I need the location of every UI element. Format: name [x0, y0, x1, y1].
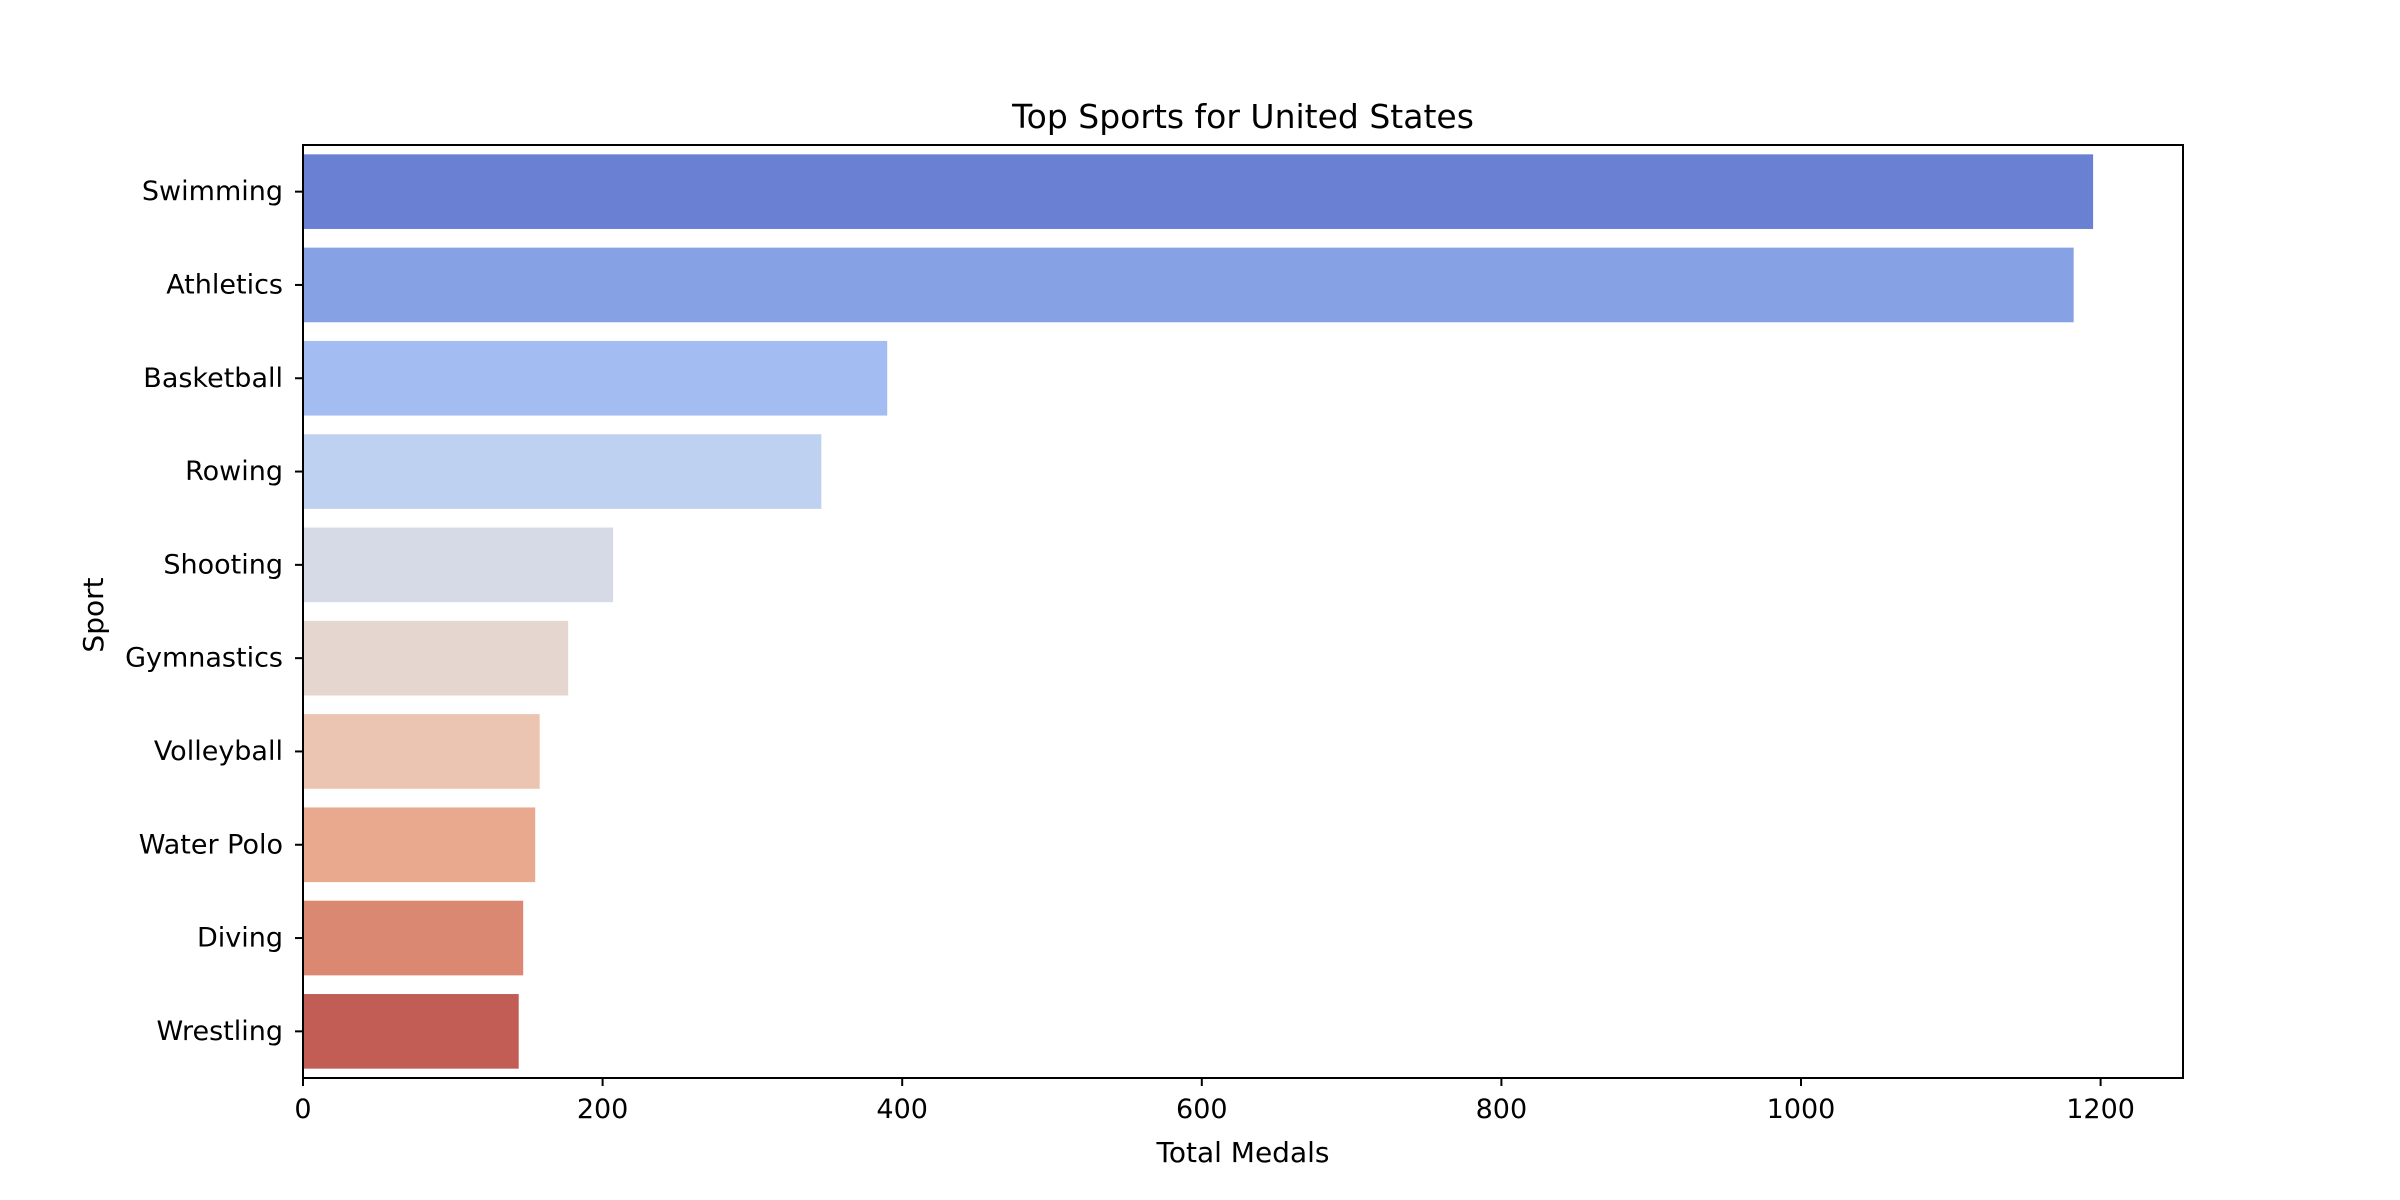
- bar-volleyball: [303, 714, 540, 789]
- bar-diving: [303, 900, 524, 976]
- y-tick-label-athletics: Athletics: [166, 269, 283, 300]
- bar-swimming: [303, 154, 2094, 229]
- x-tick-label-1200: 1200: [2066, 1094, 2135, 1125]
- y-tick-label-shooting: Shooting: [163, 549, 283, 580]
- x-axis-label: Total Medals: [1156, 1136, 1330, 1169]
- x-tick-label-800: 800: [1476, 1094, 1528, 1125]
- y-axis-label: Sport: [77, 577, 110, 652]
- x-tick-label-400: 400: [876, 1094, 928, 1125]
- y-tick-label-water-polo: Water Polo: [139, 829, 283, 860]
- y-axis-ticks: Swimming Athletics Basketball Rowing Shootin…: [125, 176, 303, 1047]
- bar-gymnastics: [303, 620, 569, 696]
- x-tick-label-200: 200: [577, 1094, 629, 1125]
- y-tick-label-wrestling: Wrestling: [156, 1016, 283, 1047]
- y-tick-label-rowing: Rowing: [185, 456, 283, 487]
- bar-water-polo: [303, 807, 536, 883]
- y-tick-label-volleyball: Volleyball: [154, 736, 283, 767]
- bar-basketball: [303, 340, 888, 416]
- bar-shooting: [303, 527, 614, 603]
- chart-title: Top Sports for United States: [1011, 97, 1474, 136]
- plot-frame: [302, 144, 2184, 1079]
- x-tick-label-600: 600: [1176, 1094, 1228, 1125]
- bar-rowing: [303, 434, 822, 509]
- y-tick-label-gymnastics: Gymnastics: [125, 643, 283, 674]
- x-tick-label-0: 0: [294, 1094, 311, 1125]
- y-tick-label-swimming: Swimming: [142, 176, 283, 207]
- bar-wrestling: [303, 994, 519, 1069]
- bars-group: [303, 154, 2094, 1069]
- x-axis-ticks: 0 200 400 600 800 1000 1200: [294, 1078, 2135, 1125]
- y-tick-label-diving: Diving: [197, 923, 283, 954]
- bar-athletics: [303, 247, 2074, 323]
- x-tick-label-1000: 1000: [1767, 1094, 1836, 1125]
- y-tick-label-basketball: Basketball: [143, 363, 283, 394]
